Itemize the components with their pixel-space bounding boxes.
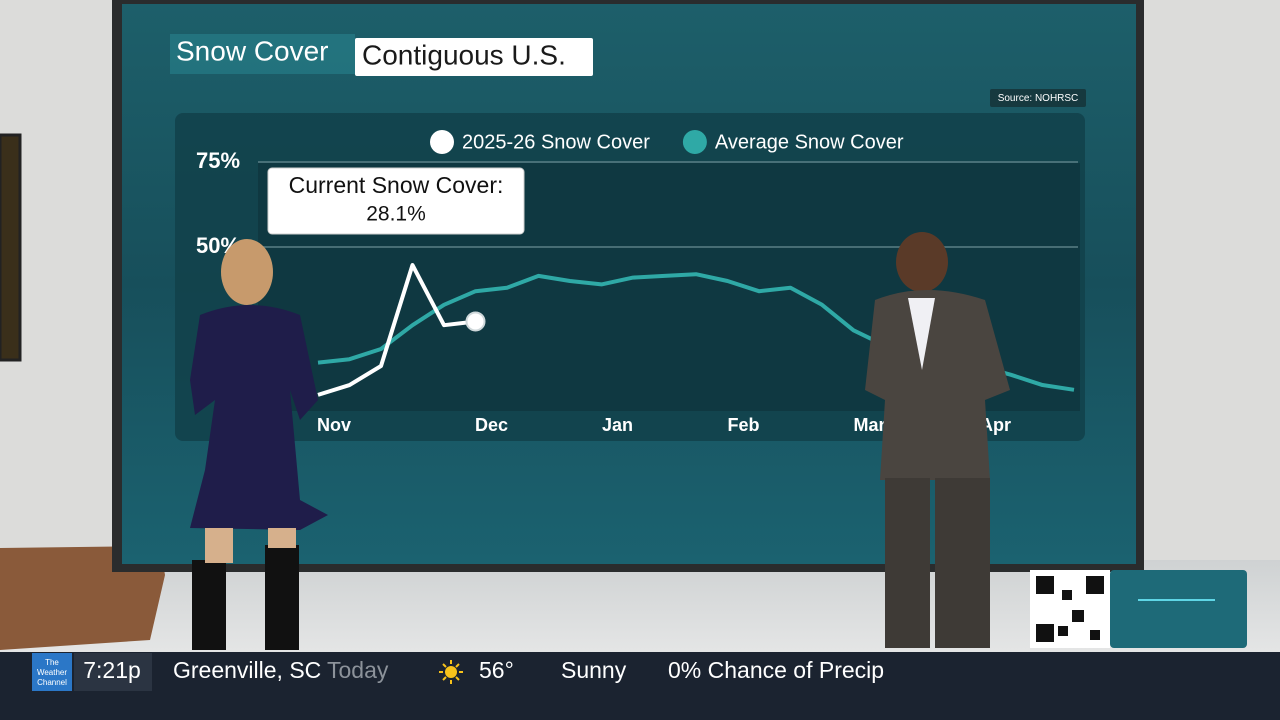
presenter-right bbox=[865, 232, 1010, 648]
subtitle-bg bbox=[355, 38, 593, 76]
logo-bg bbox=[32, 653, 72, 691]
annotation-text: Current Snow Cover: bbox=[289, 172, 504, 198]
chart-title: Snow Cover bbox=[176, 35, 329, 66]
source-bg bbox=[990, 89, 1086, 107]
precip: 0% Chance of Precip bbox=[668, 657, 884, 683]
title-bg bbox=[170, 34, 355, 74]
y-tick-label: 75% bbox=[196, 148, 240, 173]
x-tick-label: Nov bbox=[317, 415, 351, 435]
time-bg bbox=[74, 653, 152, 691]
promo-panel bbox=[1110, 570, 1247, 648]
legend-label: Average Snow Cover bbox=[715, 131, 904, 153]
series-line bbox=[317, 263, 476, 397]
logo-text: The bbox=[45, 658, 59, 667]
x-tick-label: Feb bbox=[727, 415, 759, 435]
x-tick-label: Jan bbox=[602, 415, 633, 435]
legend-swatch bbox=[682, 130, 707, 154]
presenter-left bbox=[190, 239, 328, 650]
legend-label: 2025-26 Snow Cover bbox=[462, 131, 650, 153]
x-tick-label: Dec bbox=[475, 415, 508, 435]
source: Source: NOHRSC bbox=[998, 93, 1079, 104]
annotation-value: 28.1% bbox=[366, 203, 426, 226]
chart-subtitle: Contiguous U.S. bbox=[362, 39, 566, 70]
side-monitor bbox=[0, 133, 22, 362]
location: Greenville, SC bbox=[173, 657, 321, 683]
logo-text: Weather bbox=[37, 668, 67, 677]
condition: Sunny bbox=[561, 657, 627, 683]
x-tick-label: Apr bbox=[980, 415, 1011, 435]
qr-pattern bbox=[1036, 576, 1104, 642]
time: 7:21p bbox=[83, 657, 141, 683]
annotation-box bbox=[267, 167, 525, 235]
sun-icon bbox=[439, 660, 463, 684]
current-point bbox=[465, 311, 486, 332]
legend-swatch bbox=[430, 130, 454, 154]
ticker-bar bbox=[0, 652, 1280, 720]
temperature: 56° bbox=[479, 657, 514, 683]
logo-text: Channel bbox=[37, 678, 67, 687]
day: Today bbox=[327, 657, 389, 683]
x-tick-label: Mar bbox=[853, 415, 885, 435]
